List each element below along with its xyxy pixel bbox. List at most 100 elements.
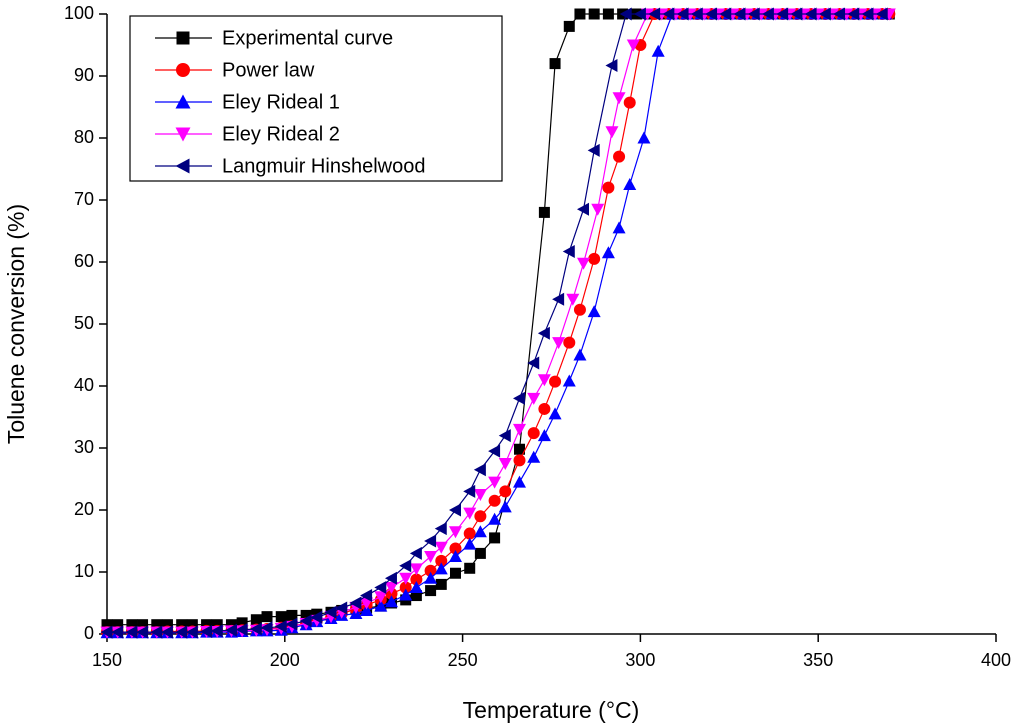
marker — [563, 20, 575, 32]
marker — [374, 599, 388, 612]
marker — [527, 392, 541, 405]
legend-marker — [176, 31, 190, 45]
marker — [591, 203, 605, 216]
marker — [274, 620, 287, 634]
x-tick-label: 300 — [625, 650, 655, 670]
marker — [577, 202, 590, 216]
marker — [435, 554, 448, 567]
x-tick-label: 250 — [448, 650, 478, 670]
marker — [424, 571, 438, 584]
marker — [250, 614, 262, 626]
marker — [488, 512, 502, 525]
marker — [434, 522, 447, 536]
marker — [449, 542, 462, 555]
marker — [409, 546, 422, 560]
marker — [136, 625, 149, 639]
x-tick-label: 350 — [803, 650, 833, 670]
marker — [512, 423, 526, 436]
marker — [733, 7, 746, 21]
marker — [552, 292, 565, 306]
legend-marker — [175, 127, 191, 142]
marker — [619, 7, 632, 21]
marker — [210, 624, 223, 638]
marker — [161, 619, 173, 631]
marker — [833, 7, 846, 21]
marker — [573, 348, 587, 361]
marker — [463, 507, 477, 520]
marker — [424, 564, 437, 577]
marker — [399, 572, 413, 585]
marker — [473, 489, 487, 501]
marker — [498, 429, 511, 443]
marker — [573, 303, 586, 316]
marker — [577, 257, 591, 270]
marker — [224, 623, 237, 637]
marker — [126, 619, 138, 631]
legend-box — [129, 15, 503, 182]
marker — [300, 609, 312, 621]
marker — [719, 7, 732, 21]
x-tick-label: 400 — [981, 650, 1011, 670]
marker — [384, 582, 398, 594]
marker — [626, 39, 640, 52]
marker — [818, 7, 831, 21]
marker — [201, 619, 213, 631]
marker — [349, 596, 362, 610]
y-tick-label: 60 — [74, 251, 94, 271]
marker — [602, 8, 614, 20]
marker — [448, 550, 462, 562]
marker — [549, 58, 561, 70]
marker — [384, 595, 398, 608]
marker — [399, 588, 413, 601]
marker — [449, 567, 461, 579]
x-axis-title: Temperature (°C) — [463, 697, 640, 723]
marker — [260, 621, 273, 635]
y-axis-title: Toluene conversion (%) — [3, 204, 29, 444]
marker — [549, 375, 562, 388]
marker — [464, 562, 476, 574]
marker — [150, 625, 163, 639]
marker — [374, 591, 388, 604]
marker — [538, 402, 551, 415]
marker — [587, 305, 601, 318]
marker — [488, 494, 501, 507]
marker — [225, 619, 237, 631]
marker — [200, 625, 213, 639]
marker — [310, 610, 323, 624]
marker — [705, 7, 718, 21]
marker — [151, 619, 163, 631]
marker — [474, 510, 487, 523]
marker — [562, 374, 576, 387]
marker — [861, 7, 874, 21]
marker — [434, 541, 448, 554]
marker — [563, 336, 576, 349]
y-tick-label: 10 — [74, 561, 94, 581]
marker — [623, 178, 637, 190]
y-tick-label: 100 — [64, 3, 94, 23]
marker — [662, 7, 675, 21]
marker — [605, 58, 618, 72]
marker — [875, 7, 888, 21]
marker — [335, 601, 348, 615]
y-tick-label: 90 — [74, 65, 94, 85]
legend-label: Eley Rideal 1 — [222, 91, 340, 113]
marker — [435, 578, 447, 590]
marker — [236, 617, 248, 629]
marker — [473, 525, 487, 538]
legend-marker — [175, 94, 191, 109]
marker — [612, 92, 626, 105]
y-tick-label: 20 — [74, 499, 94, 519]
marker — [261, 611, 273, 623]
marker — [424, 551, 438, 563]
marker — [286, 609, 298, 621]
marker — [125, 625, 138, 639]
marker — [463, 527, 476, 540]
marker — [552, 337, 566, 350]
marker — [527, 356, 540, 370]
marker — [648, 7, 661, 21]
marker — [761, 7, 774, 21]
marker — [537, 374, 551, 387]
marker — [410, 590, 422, 602]
marker — [847, 7, 860, 21]
marker — [537, 326, 550, 340]
